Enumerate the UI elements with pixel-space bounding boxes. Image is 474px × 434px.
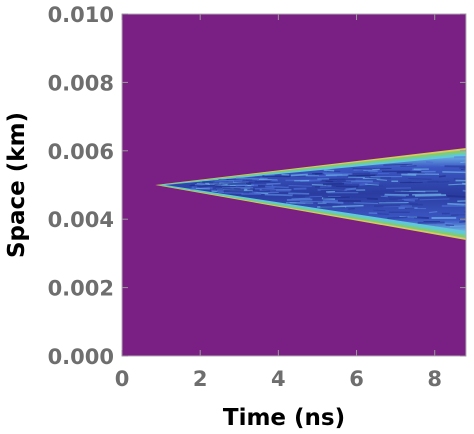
- wedge-texture: [261, 188, 277, 191]
- x-tick-label: 8: [427, 367, 442, 391]
- wedge-texture: [252, 187, 275, 190]
- wedge-texture: [436, 181, 450, 183]
- wedge-texture: [202, 185, 231, 187]
- x-tick-label: 0: [115, 367, 130, 391]
- y-axis: 0.000 0.002 0.004 0.006 0.008 0.010: [48, 3, 466, 369]
- wedge-texture: [459, 167, 466, 169]
- wedge-texture: [222, 187, 245, 191]
- wedge-texture: [320, 189, 345, 192]
- wedge-texture: [374, 204, 401, 207]
- wedge-texture: [264, 193, 294, 197]
- wedge-texture: [322, 201, 344, 204]
- wedge-texture: [449, 225, 466, 227]
- x-axis-title: Time (ns): [223, 405, 345, 431]
- y-axis-title: Space (km): [4, 112, 30, 258]
- wedge-texture: [448, 183, 466, 186]
- wedge-texture: [366, 197, 378, 200]
- wedge-texture: [224, 192, 244, 194]
- wedge-texture: [292, 195, 310, 198]
- wedge-texture: [235, 184, 248, 187]
- y-tick-label: 0.002: [48, 277, 114, 301]
- x-tick-label: 4: [271, 367, 286, 391]
- y-tick-label: 0.000: [48, 345, 114, 369]
- x-tick-label: 6: [349, 367, 364, 391]
- y-tick-label: 0.004: [48, 208, 114, 232]
- wedge-texture: [414, 194, 447, 197]
- wedge-texture: [442, 171, 466, 174]
- wedge-texture: [353, 202, 379, 205]
- x-tick-label: 2: [193, 367, 208, 391]
- wedge-texture: [379, 201, 386, 203]
- wedge-texture: [320, 180, 352, 183]
- wedge-texture: [265, 185, 289, 189]
- wedge-texture: [350, 196, 368, 199]
- wedge-texture: [317, 203, 341, 207]
- wedge-texture: [447, 195, 466, 198]
- wedge-texture: [264, 174, 275, 177]
- wedge-texture: [195, 187, 210, 190]
- spread-region: [155, 148, 466, 240]
- wedge-texture: [323, 169, 335, 172]
- wedge-texture: [365, 183, 379, 186]
- wedge-texture: [403, 198, 415, 202]
- wedge-texture: [373, 209, 386, 212]
- wedge-texture: [380, 195, 388, 198]
- wedge-texture: [462, 189, 466, 192]
- x-axis: 0 2 4 6 8: [115, 14, 442, 391]
- wedge-texture: [376, 178, 388, 181]
- wedge-texture: [345, 180, 373, 183]
- y-tick-label: 0.008: [48, 71, 114, 95]
- wedge-texture: [406, 164, 414, 166]
- wedge-texture: [253, 181, 281, 184]
- wedge-texture: [459, 221, 466, 223]
- wedge-texture: [447, 202, 466, 206]
- wedge-texture: [196, 183, 210, 186]
- wedge-texture: [416, 172, 425, 174]
- wedge-texture: [325, 190, 336, 193]
- wedge-texture: [291, 197, 311, 200]
- wedge-texture: [460, 161, 466, 164]
- wedge-texture: [341, 181, 352, 184]
- wedge-texture: [356, 174, 377, 177]
- wedge-texture: [419, 198, 450, 201]
- wedge-texture: [199, 186, 209, 188]
- y-tick-label: 0.010: [48, 3, 114, 27]
- wedge-texture: [322, 182, 345, 186]
- wedge-texture: [322, 172, 353, 175]
- wedge-texture: [323, 196, 350, 199]
- wedge-texture: [439, 175, 446, 178]
- wedge-texture: [384, 193, 409, 196]
- wedge-texture: [352, 167, 373, 171]
- wedge-texture: [387, 216, 408, 219]
- wedge-texture: [426, 161, 434, 164]
- wedge-texture: [383, 163, 413, 166]
- wedge-texture: [260, 177, 268, 180]
- wedge-texture: [288, 185, 312, 187]
- wedge-texture: [266, 182, 281, 185]
- wedge-texture: [288, 192, 310, 195]
- wedge-texture: [428, 211, 438, 214]
- wedge-texture: [290, 173, 308, 177]
- wedge-texture: [396, 170, 422, 174]
- wedge-texture: [332, 204, 364, 208]
- wedge-texture: [384, 194, 406, 197]
- plot-frame: [121, 13, 467, 357]
- y-tick-label: 0.006: [48, 140, 114, 164]
- wedge-texture: [214, 179, 243, 182]
- wedge-texture: [345, 187, 357, 191]
- wedge-texture: [460, 168, 466, 170]
- wedge-texture: [220, 182, 246, 186]
- wedge-texture: [412, 193, 442, 196]
- wedge-texture: [372, 167, 392, 170]
- wedge-texture: [377, 213, 389, 215]
- wedge-texture: [408, 177, 432, 180]
- wedge-texture: [331, 185, 359, 188]
